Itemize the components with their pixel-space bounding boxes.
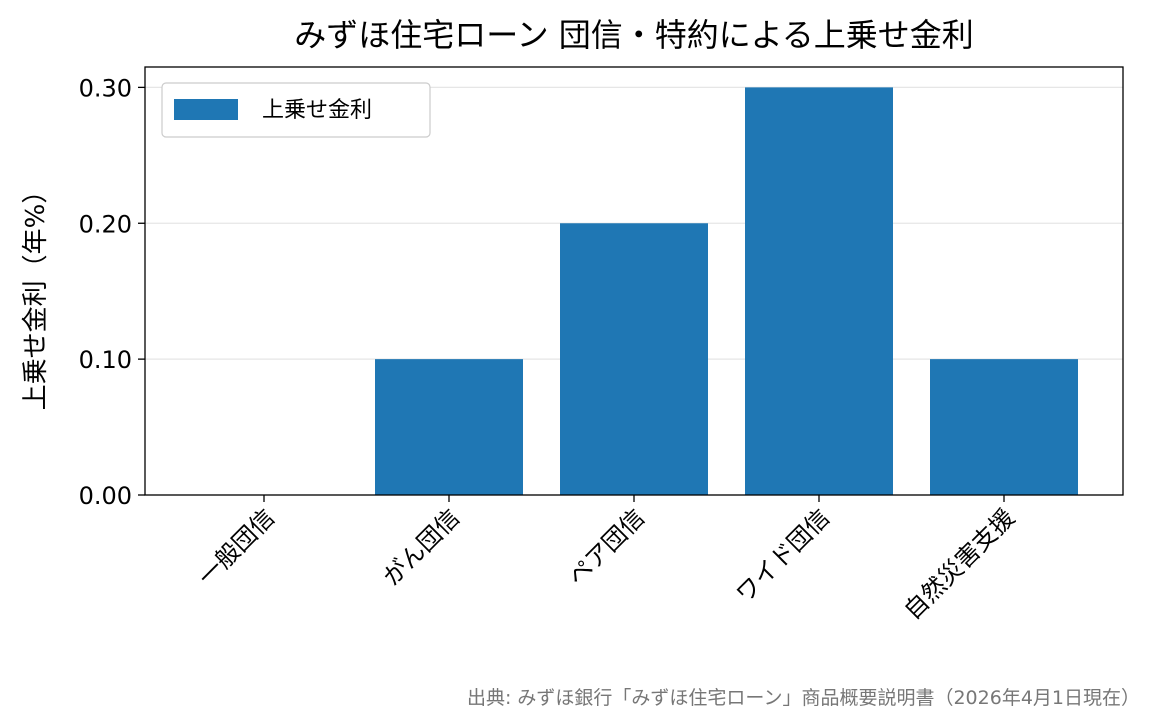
- bar: [560, 223, 708, 495]
- source-note: 出典: みずほ銀行「みずほ住宅ローン」商品概要説明書（2026年4月1日現在）: [467, 687, 1140, 709]
- y-axis-ticks: 0.00 0.10 0.20 0.30: [79, 74, 145, 510]
- legend-label: 上乗せ金利: [262, 98, 372, 123]
- bars: [375, 87, 1078, 495]
- legend-swatch: [174, 99, 238, 120]
- bar: [745, 87, 893, 495]
- y-tick-label: 0.20: [79, 210, 132, 238]
- y-tick-label: 0.10: [79, 346, 132, 374]
- bar: [930, 359, 1078, 495]
- chart-title: みずほ住宅ローン 団信・特約による上乗せ金利: [294, 16, 974, 54]
- bar: [375, 359, 523, 495]
- y-tick-label: 0.30: [79, 74, 132, 102]
- y-tick-label: 0.00: [79, 482, 132, 510]
- legend-box: [161, 82, 431, 138]
- legend: 上乗せ金利: [161, 82, 431, 138]
- y-axis-label: 上乗せ金利（年%）: [21, 178, 51, 411]
